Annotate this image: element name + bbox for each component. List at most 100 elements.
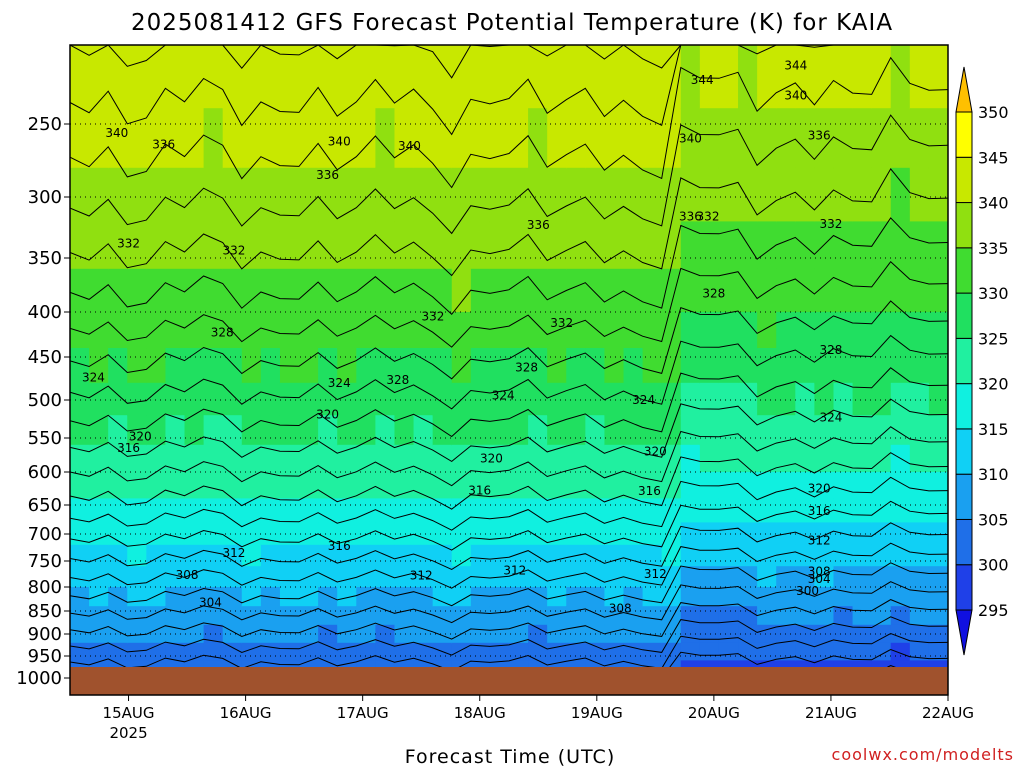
band-cell [356,312,377,349]
colorbar-box [955,518,973,566]
band-cell [489,444,510,473]
band-cell [299,606,320,626]
band-cell [337,498,358,524]
band-cell [871,221,892,270]
band-cell [604,167,625,223]
band-cell [165,221,186,270]
band-cell [928,167,948,223]
band-cell [70,566,91,588]
band-cell [299,624,320,644]
band-cell [757,348,778,384]
contour-line [70,476,948,531]
band-cell [127,606,148,626]
band-cell [108,624,129,644]
band-cell [127,544,148,568]
band-cell [451,472,472,500]
contour-label: 316 [638,484,661,498]
band-cell [318,522,339,546]
band-cell [890,606,911,626]
band-cell [738,348,759,384]
band-cell [509,642,530,662]
band-cell [356,498,377,524]
band-cell [814,348,835,384]
band-cell [852,606,873,626]
contour-label: 328 [211,326,234,340]
band-cell [70,312,91,349]
contour-label: 312 [644,567,667,581]
band-cell [203,167,224,223]
band-cell [909,444,930,473]
band-cell [623,566,644,588]
band-cell [127,108,148,169]
band-cell [699,642,720,662]
band-cell [833,108,854,169]
band-cell [699,498,720,524]
band-cell [738,606,759,626]
band-cell [394,348,415,384]
band-cell [757,312,778,349]
band-cell [776,498,797,524]
band-cell [814,45,835,110]
band-cell [146,444,167,473]
band-cell [203,348,224,384]
band-cell [489,45,510,110]
chart-title: 2025081412 GFS Forecast Potential Temper… [131,10,893,36]
band-cell [604,444,625,473]
band-cell [127,498,148,524]
band-cell [680,312,701,349]
band-cell [547,606,568,626]
colorbar-tick-label: 315 [978,420,1009,439]
band-cell [509,587,530,608]
band-cell [279,268,301,313]
band-cell [127,167,148,223]
band-cell [108,108,129,169]
band-cell [909,312,930,349]
band-cell [566,45,587,110]
band-cell [814,221,835,270]
band-cell [776,268,797,313]
band-cell [871,544,892,568]
band-cell [795,45,816,110]
band-cell [337,587,358,608]
band-cell [337,642,358,662]
band-cell [451,108,472,169]
contour-label: 320 [480,451,503,465]
band-cell [260,472,281,500]
band-cell [222,444,243,473]
contour-label: 332 [117,236,140,250]
band-cell [89,606,110,626]
plot-frame [69,44,949,696]
band-cell [279,221,301,270]
band-cell [833,221,854,270]
band-cell [394,522,415,546]
band-cell [489,312,510,349]
band-cell [184,444,205,473]
band-cell [356,167,377,223]
band-cell [394,566,415,588]
band-cell [547,268,568,313]
band-cell [661,566,682,588]
contour-label: 336 [152,137,175,151]
band-cell [337,167,358,223]
band-cell [260,108,281,169]
band-cell [108,167,129,223]
band-cell [928,108,948,169]
y-tick-label: 550 [28,428,62,449]
band-cell [203,642,224,662]
band-cell [909,544,930,568]
band-cell [928,566,948,588]
band-cell [146,45,167,110]
band-cell [547,522,568,546]
band-cell [547,498,568,524]
band-cell [356,544,377,568]
band-cell [318,587,339,608]
band-cell [757,498,778,524]
contour-label: 320 [316,407,339,421]
band-cell [470,108,491,169]
band-cell [566,415,587,446]
band-cell [299,472,320,500]
band-cell [260,444,281,473]
band-cell [680,472,701,500]
contour-label: 316 [117,441,140,455]
color-bands [70,45,948,695]
